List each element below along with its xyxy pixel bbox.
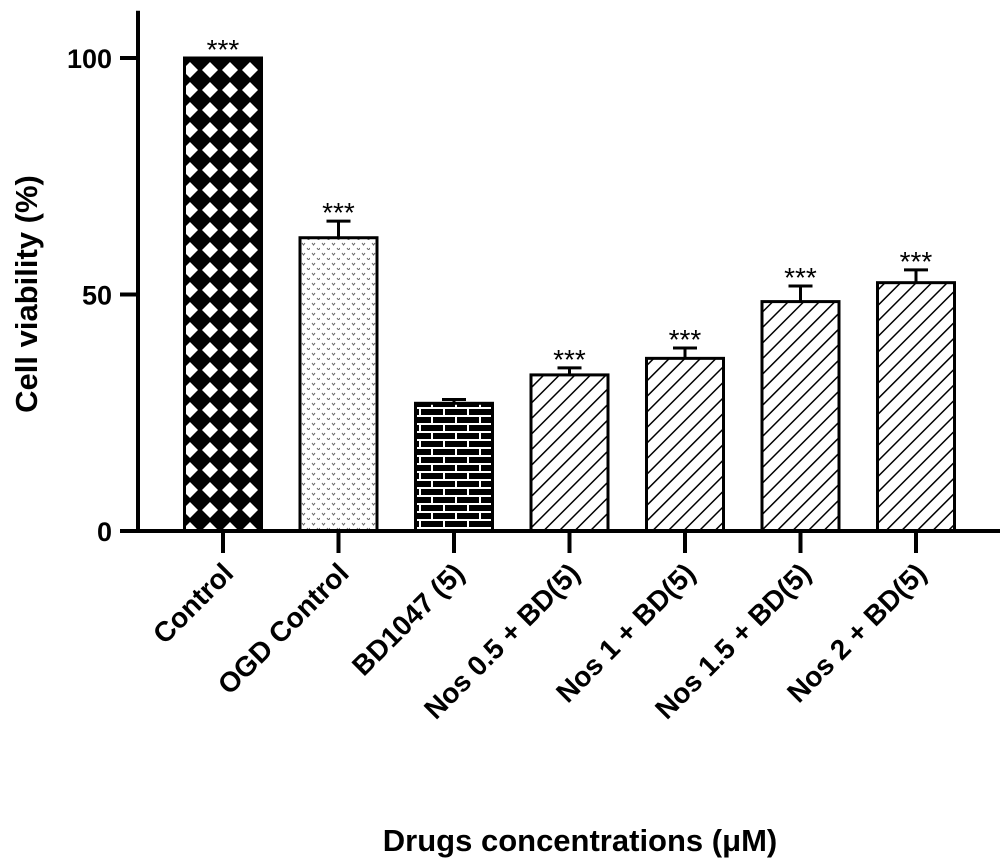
x-axis-title: Drugs concentrations (μM) [383, 823, 777, 858]
bar-0 [183, 56, 263, 533]
y-tick-label-2: 100 [67, 44, 112, 74]
significance-label-5: *** [784, 262, 817, 293]
y-axis-title: Cell viability (%) [9, 175, 44, 413]
significance-label-4: *** [669, 324, 702, 355]
bar-3 [529, 373, 610, 533]
bar-5 [760, 300, 841, 533]
bar-2 [414, 401, 494, 533]
significance-label-0: *** [207, 34, 240, 65]
x-tick-label-0: Control [147, 557, 239, 649]
significance-label-6: *** [900, 246, 933, 277]
y-tick-label-1: 50 [82, 281, 112, 311]
bar-4 [645, 356, 725, 533]
bar-1 [298, 236, 379, 533]
bar-6 [876, 281, 956, 533]
y-tick-label-0: 0 [97, 517, 112, 547]
significance-label-1: *** [322, 197, 355, 228]
significance-label-3: *** [553, 344, 586, 375]
x-tick-label-2: BD1047 (5) [346, 557, 470, 681]
